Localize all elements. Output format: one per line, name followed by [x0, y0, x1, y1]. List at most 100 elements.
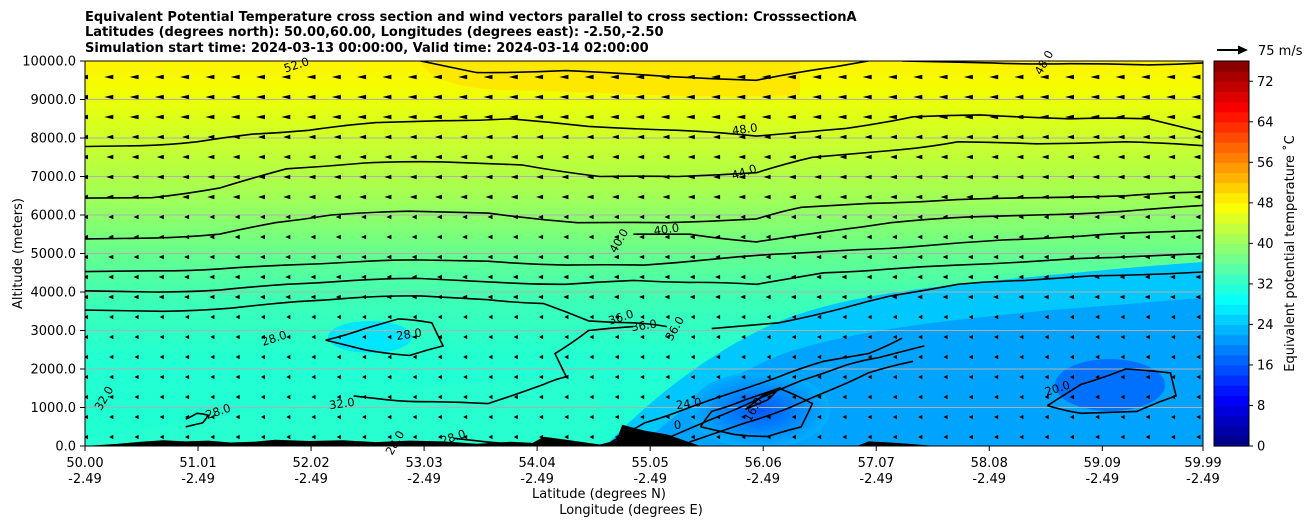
- wind-vector: [561, 194, 569, 200]
- wind-vector: [513, 354, 518, 360]
- wind-vector: [108, 254, 114, 260]
- wind-vector: [837, 114, 847, 120]
- wind-vector: [963, 114, 973, 120]
- wind-vector: [968, 414, 973, 420]
- wind-vector: [589, 374, 594, 380]
- wind-vector: [260, 254, 265, 260]
- wind-vector: [665, 354, 670, 360]
- y-tick-label: 7000.0: [31, 170, 77, 185]
- y-tick-label: 6000.0: [31, 209, 77, 224]
- wind-vector: [842, 414, 847, 420]
- wind-vector: [943, 334, 948, 340]
- colorbar-swatch: [1214, 223, 1249, 234]
- wind-vector: [281, 94, 291, 100]
- wind-vector: [311, 374, 316, 380]
- wind-vector: [1166, 94, 1176, 100]
- wind-vector: [281, 114, 291, 120]
- wind-vector: [741, 394, 746, 400]
- wind-vector: [817, 394, 822, 400]
- colorbar-swatch: [1214, 395, 1249, 407]
- contour-label: 48.0: [731, 120, 758, 137]
- wind-vector: [867, 414, 872, 420]
- wind-vector: [129, 114, 139, 120]
- wind-vector: [1041, 174, 1049, 180]
- wind-vector: [1145, 354, 1150, 360]
- wind-vector: [711, 114, 721, 120]
- wind-vector: [232, 194, 240, 200]
- wind-vector: [1196, 394, 1201, 400]
- wind-vector: [1043, 214, 1049, 220]
- colorbar-swatch: [1214, 212, 1249, 224]
- wind-vector: [382, 74, 392, 80]
- wind-vector: [609, 114, 619, 120]
- wind-vector: [1044, 334, 1049, 340]
- colorbar-swatch: [1214, 131, 1249, 143]
- wind-vector: [333, 174, 341, 180]
- wind-vector: [411, 234, 417, 240]
- wind-vector: [1095, 394, 1100, 400]
- wind-vector: [662, 154, 670, 160]
- wind-vector: [387, 414, 392, 420]
- wind-vector: [1044, 414, 1049, 420]
- wind-vector: [1016, 154, 1024, 160]
- colorbar-tick-label: 8: [1257, 399, 1265, 414]
- wind-vector: [788, 194, 796, 200]
- wind-vector: [738, 134, 746, 140]
- wind-vector: [664, 274, 670, 280]
- wind-vector: [614, 334, 619, 340]
- wind-vector: [689, 234, 695, 240]
- colorbar-swatch: [1214, 91, 1249, 103]
- wind-vector: [1016, 134, 1024, 140]
- wind-vector: [1168, 174, 1176, 180]
- wind-vector: [968, 354, 973, 360]
- wind-vector: [458, 114, 468, 120]
- wind-vector: [740, 214, 746, 220]
- wind-vector: [538, 214, 544, 220]
- wind-vector: [336, 374, 341, 380]
- chart-title: Equivalent Potential Temperature cross s…: [85, 10, 857, 56]
- wind-vector: [817, 374, 822, 380]
- wind-vector: [989, 94, 999, 100]
- wind-vector: [156, 134, 164, 140]
- wind-vector: [561, 134, 569, 140]
- wind-vector: [129, 74, 139, 80]
- wind-vector: [134, 314, 139, 320]
- wind-vector: [918, 334, 923, 340]
- wind-vector: [311, 334, 316, 340]
- contour-label: 24.0: [675, 395, 702, 412]
- wind-vector: [588, 234, 594, 240]
- wind-vector: [1171, 434, 1176, 440]
- wind-vector: [738, 194, 746, 200]
- wind-vector: [158, 274, 164, 280]
- wind-vector: [589, 354, 594, 360]
- wind-vector: [991, 134, 999, 140]
- wind-vector: [1065, 94, 1074, 100]
- x-tick-label-lon: -2.49: [859, 472, 893, 487]
- wind-vector: [1014, 74, 1024, 80]
- wind-vector: [538, 234, 544, 240]
- y-tick-label: 0.0: [55, 440, 76, 455]
- wind-vector: [458, 74, 468, 80]
- wind-vector: [687, 134, 695, 140]
- wind-vector: [1119, 294, 1125, 300]
- wind-vector: [460, 154, 468, 160]
- wind-vector: [564, 394, 569, 400]
- wind-vector: [864, 154, 872, 160]
- wind-vector: [564, 354, 569, 360]
- wind-vector: [1095, 314, 1100, 320]
- wind-vector: [462, 234, 468, 240]
- wind-vector: [131, 154, 139, 160]
- contour-line: [699, 387, 814, 438]
- wind-vector: [283, 194, 291, 200]
- wind-vector: [106, 134, 114, 140]
- wind-vector: [738, 154, 746, 160]
- wind-vector: [662, 134, 670, 140]
- wind-vector: [1196, 314, 1201, 320]
- wind-vector: [1145, 334, 1150, 340]
- wind-vector: [485, 194, 493, 200]
- wind-vector: [842, 394, 847, 400]
- wind-vector: [1191, 114, 1201, 120]
- wind-vector: [1095, 374, 1100, 380]
- y-tick-label: 3000.0: [31, 324, 77, 339]
- wind-vector: [1170, 294, 1176, 300]
